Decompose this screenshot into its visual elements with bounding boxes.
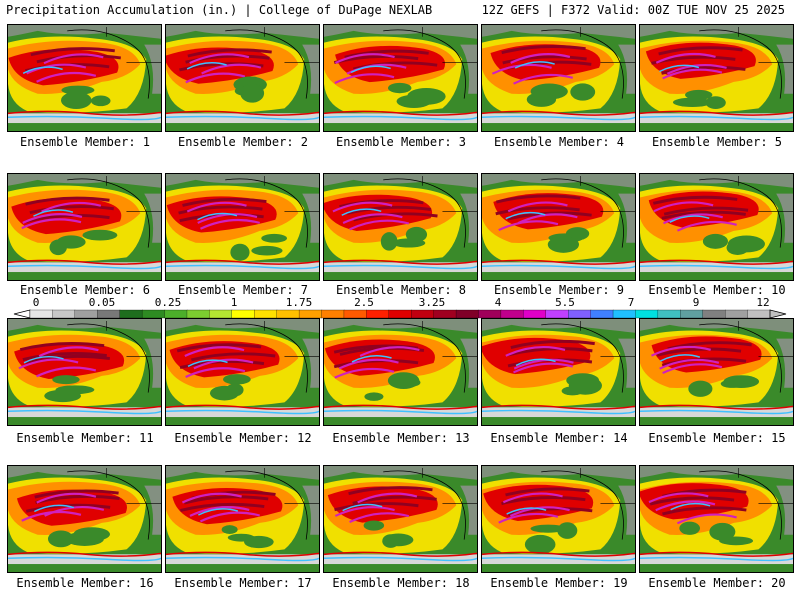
member-label: Ensemble Member: 18 — [332, 576, 470, 590]
colorbar-swatch — [612, 309, 637, 319]
colorbar-arrow-left — [13, 309, 31, 319]
member-map — [165, 318, 320, 426]
member-map — [7, 465, 162, 573]
member-map — [639, 465, 794, 573]
colorbar-swatch — [298, 309, 323, 319]
colorbar-tick-label: 7 — [627, 296, 635, 309]
member-map — [323, 173, 478, 281]
member-map — [639, 173, 794, 281]
colorbar-tick-label: 3.25 — [418, 296, 446, 309]
member-label: Ensemble Member: 4 — [493, 135, 625, 149]
colorbar-tick-label: 12 — [756, 296, 770, 309]
colorbar-tick-label: 0 — [32, 296, 40, 309]
colorbar-swatch — [254, 309, 278, 319]
colorbar-swatch — [119, 309, 143, 319]
member-map — [323, 465, 478, 573]
colorbar-swatch — [97, 309, 121, 319]
member-map — [165, 465, 320, 573]
colorbar-swatch — [74, 309, 98, 319]
member-map — [639, 318, 794, 426]
member-label: Ensemble Member: 10 — [648, 283, 786, 297]
colorbar-swatch — [702, 309, 726, 319]
colorbar-swatch — [545, 309, 569, 319]
member-map — [481, 318, 636, 426]
member-map — [7, 173, 162, 281]
colorbar-arrow-right — [769, 309, 787, 319]
member-map — [7, 318, 162, 426]
member-map — [481, 173, 636, 281]
colorbar-swatch — [500, 309, 524, 319]
colorbar-swatch — [321, 309, 345, 319]
member-label: Ensemble Member: 7 — [177, 283, 309, 297]
member-label: Ensemble Member: 8 — [335, 283, 467, 297]
colorbar-swatch — [725, 309, 749, 319]
member-map — [481, 465, 636, 573]
colorbar-swatch — [433, 309, 457, 319]
colorbar: 0 0.05 0.25 1 1.75 2.5 3.25 4 5.5 7 9 12 — [0, 296, 800, 320]
colorbar-swatch — [366, 309, 390, 319]
member-label: Ensemble Member: 19 — [490, 576, 628, 590]
colorbar-swatch — [388, 309, 412, 319]
run-info: 12Z GEFS | F372 Valid: 00Z TUE NOV 25 20… — [481, 3, 785, 17]
colorbar-swatch — [411, 309, 435, 319]
colorbar-tick-label: 1 — [230, 296, 238, 309]
colorbar-tick-label: 0.05 — [88, 296, 116, 309]
member-label: Ensemble Member: 15 — [648, 431, 786, 445]
member-map — [165, 24, 320, 132]
member-map — [323, 24, 478, 132]
colorbar-swatch — [141, 309, 166, 319]
member-label: Ensemble Member: 12 — [174, 431, 312, 445]
colorbar-swatch — [164, 309, 188, 319]
member-label: Ensemble Member: 2 — [177, 135, 309, 149]
member-label: Ensemble Member: 1 — [19, 135, 151, 149]
colorbar-swatch — [186, 309, 211, 319]
member-label: Ensemble Member: 11 — [16, 431, 154, 445]
colorbar-swatch — [747, 309, 771, 319]
member-map — [165, 173, 320, 281]
colorbar-swatch — [343, 309, 368, 319]
map-title: Precipitation Accumulation (in.) | Colle… — [6, 3, 433, 17]
colorbar-swatch — [29, 309, 54, 319]
colorbar-swatch — [523, 309, 547, 319]
colorbar-tick-label: 2.5 — [354, 296, 374, 309]
member-label: Ensemble Member: 3 — [335, 135, 467, 149]
member-label: Ensemble Member: 14 — [490, 431, 628, 445]
colorbar-tick-label: 9 — [692, 296, 700, 309]
colorbar-swatch — [478, 309, 502, 319]
colorbar-swatch — [52, 309, 76, 319]
member-label: Ensemble Member: 16 — [16, 576, 154, 590]
colorbar-swatch — [680, 309, 704, 319]
member-map — [323, 318, 478, 426]
member-map — [7, 24, 162, 132]
member-label: Ensemble Member: 6 — [19, 283, 151, 297]
colorbar-tick-label: 1.75 — [285, 296, 313, 309]
colorbar-tick-label: 5.5 — [555, 296, 575, 309]
colorbar-swatch — [590, 309, 614, 319]
member-label: Ensemble Member: 5 — [651, 135, 783, 149]
colorbar-swatch — [209, 309, 233, 319]
member-map — [481, 24, 636, 132]
colorbar-swatch — [568, 309, 592, 319]
member-label: Ensemble Member: 17 — [174, 576, 312, 590]
colorbar-tick-label: 0.25 — [154, 296, 182, 309]
member-map — [639, 24, 794, 132]
member-label: Ensemble Member: 9 — [493, 283, 625, 297]
colorbar-swatch — [276, 309, 300, 319]
colorbar-swatch — [455, 309, 480, 319]
colorbar-swatch — [657, 309, 681, 319]
member-label: Ensemble Member: 13 — [332, 431, 470, 445]
colorbar-swatch — [635, 309, 659, 319]
member-label: Ensemble Member: 20 — [648, 576, 786, 590]
colorbar-tick-label: 4 — [494, 296, 502, 309]
colorbar-swatch — [231, 309, 255, 319]
colorbar-bar — [13, 309, 787, 319]
